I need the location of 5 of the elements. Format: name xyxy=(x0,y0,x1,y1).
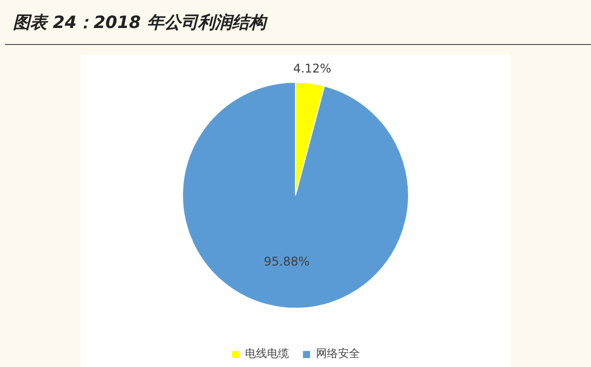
legend-label: 网络安全 xyxy=(316,346,360,361)
data-label: 95.88% xyxy=(264,254,310,268)
legend-label: 电线电缆 xyxy=(245,346,289,361)
data-label: 4.12% xyxy=(293,61,332,76)
chart-title: 图表 24：2018 年公司利润结构 xyxy=(13,12,266,35)
